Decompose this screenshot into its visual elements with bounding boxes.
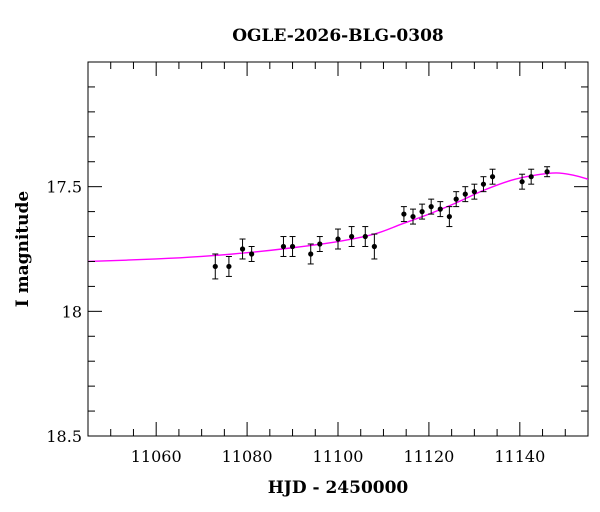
data-point <box>519 173 526 190</box>
data-marker <box>212 263 218 270</box>
y-tick-label: 18 <box>62 302 82 321</box>
data-marker <box>349 233 355 240</box>
data-point <box>428 198 435 215</box>
data-point <box>446 206 453 228</box>
data-point <box>316 236 323 252</box>
data-point <box>348 226 355 248</box>
data-point <box>437 201 444 218</box>
data-marker <box>453 196 459 202</box>
data-point <box>335 228 341 250</box>
x-tick-label: 11080 <box>222 447 273 466</box>
data-marker <box>317 241 323 247</box>
data-marker <box>308 251 314 257</box>
data-point <box>544 166 551 178</box>
x-tick-label: 11140 <box>494 447 545 466</box>
model-curve <box>88 172 588 263</box>
data-marker <box>401 211 407 217</box>
data-marker <box>419 209 425 215</box>
data-point <box>400 206 407 223</box>
x-tick-label: 11100 <box>313 447 364 466</box>
data-points-layer <box>212 166 551 280</box>
data-point <box>280 236 287 257</box>
data-point <box>528 168 535 185</box>
data-point <box>362 226 369 248</box>
data-marker <box>480 181 487 187</box>
data-marker <box>371 243 377 250</box>
data-marker <box>362 233 368 240</box>
data-point <box>239 238 246 260</box>
data-marker <box>226 263 232 270</box>
chart-title: OGLE-2026-BLG-0308 <box>232 26 444 46</box>
y-tick-label: 18.5 <box>46 427 82 446</box>
data-marker <box>446 213 452 220</box>
data-point <box>453 191 460 208</box>
data-marker <box>437 206 443 212</box>
y-tick-label: 17.5 <box>46 178 82 197</box>
data-point <box>480 176 487 193</box>
data-marker <box>428 204 434 210</box>
axis-ticks-layer: 11060 11080 11100 11120 11140 17.5 18 18.5 <box>46 62 589 466</box>
model-curve-layer <box>88 172 588 263</box>
x-tick-label: 11060 <box>131 447 182 466</box>
data-point <box>410 208 416 225</box>
data-marker <box>462 191 468 197</box>
data-point <box>225 255 232 277</box>
y-axis-label: I magnitude <box>13 191 33 308</box>
data-marker <box>410 213 416 220</box>
data-point <box>212 253 219 280</box>
data-point <box>419 203 426 220</box>
data-marker <box>249 251 255 257</box>
data-point <box>462 186 469 203</box>
data-point <box>289 236 296 257</box>
data-point <box>371 233 378 260</box>
data-point <box>489 168 496 185</box>
x-axis-label: HJD - 2450000 <box>268 478 409 498</box>
x-tick-label: 11120 <box>403 447 454 466</box>
data-marker <box>489 174 496 180</box>
data-marker <box>471 189 477 195</box>
data-marker <box>335 236 341 242</box>
data-marker <box>280 243 287 250</box>
data-marker <box>528 174 534 180</box>
data-point <box>248 246 255 262</box>
data-marker <box>239 246 246 252</box>
data-marker <box>289 243 296 250</box>
data-point <box>307 243 314 265</box>
data-marker <box>544 169 550 175</box>
data-point <box>471 183 478 200</box>
data-marker <box>519 179 525 185</box>
